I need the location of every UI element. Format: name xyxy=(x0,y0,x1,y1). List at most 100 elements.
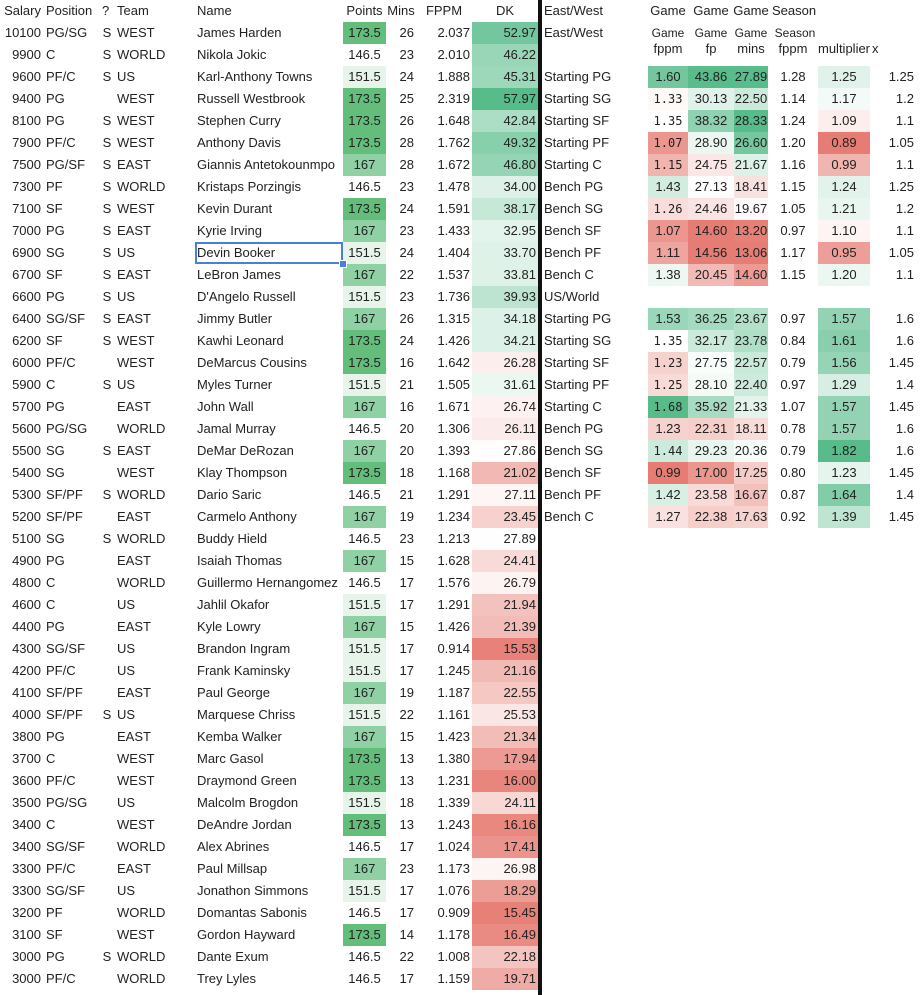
cell-dk[interactable]: 42.84 xyxy=(472,110,538,132)
cell-mins[interactable]: 17 xyxy=(399,839,414,854)
us-game-fppm[interactable]: 1.27 xyxy=(648,506,688,528)
cell-salary[interactable]: 3100 xyxy=(12,927,41,942)
cell-position[interactable]: PG xyxy=(46,553,65,568)
subheader-game-mins[interactable]: mins xyxy=(737,41,765,56)
cell-starter-flag[interactable]: S xyxy=(102,487,112,502)
cell-fppm[interactable]: 1.243 xyxy=(437,817,470,832)
cell-dk[interactable]: 22.55 xyxy=(472,682,538,704)
cell-starter-flag[interactable]: S xyxy=(102,201,112,216)
cell-mins[interactable]: 19 xyxy=(399,509,414,524)
cell-fppm[interactable]: 1.159 xyxy=(437,971,470,986)
ew-x[interactable]: 1.2 xyxy=(895,91,914,106)
cell-salary[interactable]: 8100 xyxy=(12,113,41,128)
cell-starter-flag[interactable] xyxy=(100,506,114,528)
cell-salary[interactable]: 10100 xyxy=(4,25,41,40)
us-row-label[interactable]: Starting SG xyxy=(544,333,612,348)
us-season-fppm[interactable]: 0.87 xyxy=(780,487,806,502)
cell-starter-flag[interactable] xyxy=(100,924,114,946)
us-row-label[interactable]: Starting SF xyxy=(544,355,610,370)
subheader-game-fp[interactable]: fp xyxy=(705,41,717,56)
cell-mins[interactable]: 17 xyxy=(399,971,414,986)
cell-mins[interactable]: 24 xyxy=(399,201,414,216)
ew-multiplier[interactable]: 1.25 xyxy=(818,66,870,88)
cell-mins[interactable]: 20 xyxy=(399,421,414,436)
cell-mins[interactable]: 17 xyxy=(399,575,414,590)
cell-player-name[interactable]: Kristaps Porzingis xyxy=(197,179,302,194)
cell-dk[interactable]: 22.18 xyxy=(472,946,538,968)
cell-mins[interactable]: 20 xyxy=(399,443,414,458)
cell-team[interactable]: EAST xyxy=(117,157,151,172)
cell-fppm[interactable]: 1.168 xyxy=(437,465,470,480)
us-multiplier[interactable]: 1.57 xyxy=(818,418,870,440)
cell-player-name[interactable]: Carmelo Anthony xyxy=(197,509,297,524)
cell-team[interactable]: US xyxy=(117,883,136,898)
us-game-fp[interactable]: 29.23 xyxy=(688,440,734,462)
cell-dk[interactable]: 23.45 xyxy=(472,506,538,528)
cell-position[interactable]: PF/C xyxy=(46,135,76,150)
cell-points[interactable]: 146.5 xyxy=(348,949,381,964)
us-x[interactable]: 1.4 xyxy=(895,487,914,502)
ew-game-fppm[interactable]: 1.07 xyxy=(648,132,688,154)
cell-team[interactable]: WEST xyxy=(117,465,155,480)
header-position[interactable]: Position xyxy=(46,3,93,18)
cell-fppm[interactable]: 1.245 xyxy=(437,663,470,678)
ew-row-label[interactable]: Starting C xyxy=(544,157,602,172)
us-x[interactable]: 1.6 xyxy=(895,311,914,326)
cell-dk[interactable]: 57.97 xyxy=(472,88,538,110)
cell-salary[interactable]: 3000 xyxy=(12,971,41,986)
cell-starter-flag[interactable]: S xyxy=(102,333,112,348)
cell-starter-flag[interactable]: S xyxy=(102,245,112,260)
cell-fppm[interactable]: 1.591 xyxy=(437,201,470,216)
cell-starter-flag[interactable] xyxy=(100,550,114,572)
cell-position[interactable]: C xyxy=(46,47,56,62)
cell-starter-flag[interactable] xyxy=(100,858,114,880)
cell-team[interactable]: EAST xyxy=(117,729,151,744)
cell-salary[interactable]: 4800 xyxy=(12,575,41,590)
cell-team[interactable]: US xyxy=(117,69,136,84)
cell-player-name[interactable]: Kyrie Irving xyxy=(197,223,263,238)
cell-team[interactable]: WEST xyxy=(117,25,155,40)
us-game-mins[interactable]: 21.33 xyxy=(734,396,768,418)
cell-player-name[interactable]: Jonathon Simmons xyxy=(197,883,309,898)
cell-player-name[interactable]: Kyle Lowry xyxy=(197,619,261,634)
cell-fppm[interactable]: 0.909 xyxy=(437,905,470,920)
cell-starter-flag[interactable] xyxy=(100,682,114,704)
us-game-fppm[interactable]: 1.44 xyxy=(648,440,688,462)
cell-team[interactable]: WEST xyxy=(117,333,155,348)
cell-dk[interactable]: 26.28 xyxy=(472,352,538,374)
cell-salary[interactable]: 6200 xyxy=(12,333,41,348)
cell-team[interactable]: WEST xyxy=(117,135,155,150)
ew-game-fppm[interactable]: 1.60 xyxy=(648,66,688,88)
cell-starter-flag[interactable] xyxy=(100,462,114,484)
section-us-world[interactable]: US/World xyxy=(544,289,600,304)
cell-points[interactable]: 167 xyxy=(343,264,386,286)
cell-player-name[interactable]: DeMarcus Cousins xyxy=(197,355,307,370)
ew-season-fppm[interactable]: 1.14 xyxy=(780,91,806,106)
cell-dk[interactable]: 46.80 xyxy=(472,154,538,176)
cell-player-name[interactable]: DeAndre Jordan xyxy=(197,817,292,832)
cell-team[interactable]: US xyxy=(117,663,136,678)
cell-position[interactable]: SF xyxy=(46,201,63,216)
us-game-mins[interactable]: 22.57 xyxy=(734,352,768,374)
cell-dk[interactable]: 27.89 xyxy=(472,528,538,550)
cell-position[interactable]: PG/SF xyxy=(46,157,86,172)
cell-starter-flag[interactable]: S xyxy=(102,179,112,194)
cell-fppm[interactable]: 2.037 xyxy=(437,25,470,40)
cell-salary[interactable]: 9400 xyxy=(12,91,41,106)
cell-fppm[interactable]: 1.234 xyxy=(437,509,470,524)
cell-mins[interactable]: 26 xyxy=(399,25,414,40)
cell-position[interactable]: SG/SF xyxy=(46,839,86,854)
us-game-mins[interactable]: 17.63 xyxy=(734,506,768,528)
us-game-mins[interactable]: 17.25 xyxy=(734,462,768,484)
cell-mins[interactable]: 17 xyxy=(399,883,414,898)
cell-starter-flag[interactable]: S xyxy=(102,949,112,964)
ew-row-label[interactable]: Bench C xyxy=(544,267,594,282)
cell-points[interactable]: 167 xyxy=(343,858,386,880)
cell-mins[interactable]: 15 xyxy=(399,553,414,568)
us-game-mins[interactable]: 16.67 xyxy=(734,484,768,506)
cell-mins[interactable]: 16 xyxy=(399,355,414,370)
ew-row-label[interactable]: Bench PG xyxy=(544,179,604,194)
ew-row-label[interactable]: Bench PF xyxy=(544,245,602,260)
us-game-fppm[interactable]: 1.42 xyxy=(648,484,688,506)
ew-multiplier[interactable]: 0.99 xyxy=(818,154,870,176)
